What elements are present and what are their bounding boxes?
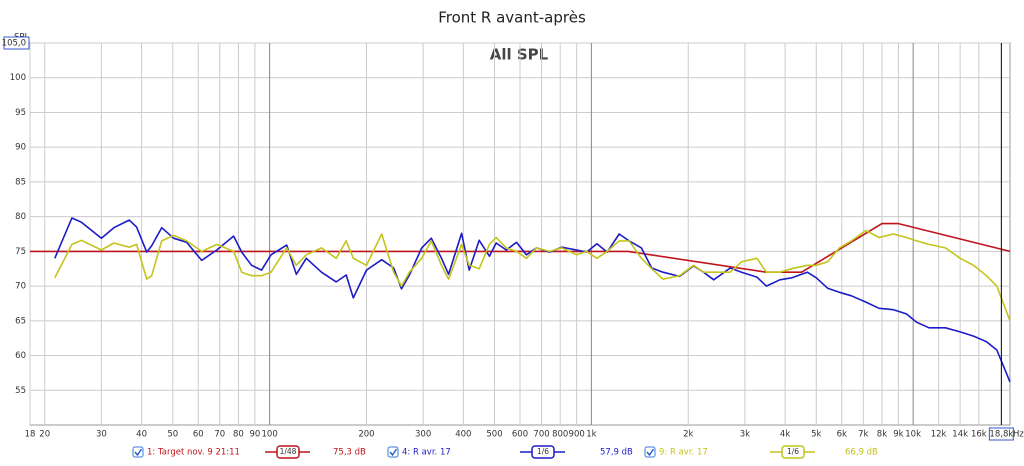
legend-check [389,448,398,457]
y-tick-label: 90 [15,143,26,153]
series-line [30,222,1011,274]
x-tick-label: 12k [931,430,947,440]
x-tick-label: 3k [740,430,750,440]
series-line [54,217,1011,383]
x-tick-label: 700 [533,430,549,440]
y-tick-label: 75 [15,247,26,257]
cursor-label: 18,8k [989,430,1013,440]
legend-readout: 75,3 dB [333,448,366,458]
x-tick-label: 200 [358,430,374,440]
x-tick-label: 800 [552,430,568,440]
chart-subtitle: All SPL [490,46,549,64]
legend-name: 1: Target nov. 9 21:11 [147,448,240,458]
x-tick-label: 50 [167,430,178,440]
x-tick-label: 18 [25,430,36,440]
legend-smoothing: 1/6 [537,447,549,456]
x-tick-label: 16k [971,430,987,440]
x-tick-label: 90 [249,430,260,440]
x-tick-label: 10k [905,430,921,440]
y-tick-label: 60 [15,351,26,361]
legend-name: 9: R avr. 17 [659,448,708,458]
y-tick-label: 55 [15,386,26,396]
x-tick-label: 5k [811,430,821,440]
x-tick-label: 30 [96,430,107,440]
x-tick-label: 300 [415,430,431,440]
x-tick-label: 9k [893,430,903,440]
x-tick-label: 40 [136,430,147,440]
x-tick-label: 900 [569,430,585,440]
x-tick-label: 6k [837,430,847,440]
x-tick-label: 7k [858,430,868,440]
y-tick-label: 85 [15,177,26,187]
x-tick-label: 14k [952,430,968,440]
legend-readout: 66,9 dB [845,448,878,458]
x-tick-label: 600 [512,430,528,440]
x-tick-label: 500 [486,430,502,440]
x-tick-label: 80 [233,430,244,440]
y-tick-label: 70 [15,282,26,292]
y-tick-box [3,36,30,50]
x-tick-label: 1k [586,430,596,440]
legend-smoothing: 1/48 [280,447,297,456]
y-tick-label: 105,0 [2,39,26,49]
y-tick-label: 80 [15,212,26,222]
x-tick-label: 100 [262,430,278,440]
legend-readout: 57,9 dB [600,448,633,458]
x-tick-label: 20 [39,430,50,440]
chart-title: Front R avant-après [438,9,586,27]
y-tick-label: 100 [10,73,26,83]
x-tick-label: 60 [193,430,204,440]
y-tick-label: 95 [15,108,26,118]
cursor-box [988,427,1014,441]
legend-name: 4: R avr. 17 [402,448,451,458]
legend-check [646,448,655,457]
legend-smoothing-box[interactable] [781,445,805,459]
series-line [54,229,1011,322]
legend-smoothing: 1/6 [787,447,799,456]
x-tick-label: 2k [683,430,693,440]
x-tick-label: 70 [214,430,225,440]
legend-smoothing-box[interactable] [531,445,555,459]
legend-check [134,448,143,457]
y-tick-label: 65 [15,316,26,326]
legend-smoothing-box[interactable] [276,445,300,459]
x-tick-label: 8k [877,430,887,440]
x-tick-label: 400 [455,430,471,440]
x-axis-label: Hz [1013,430,1024,440]
x-tick-label: 4k [780,430,790,440]
